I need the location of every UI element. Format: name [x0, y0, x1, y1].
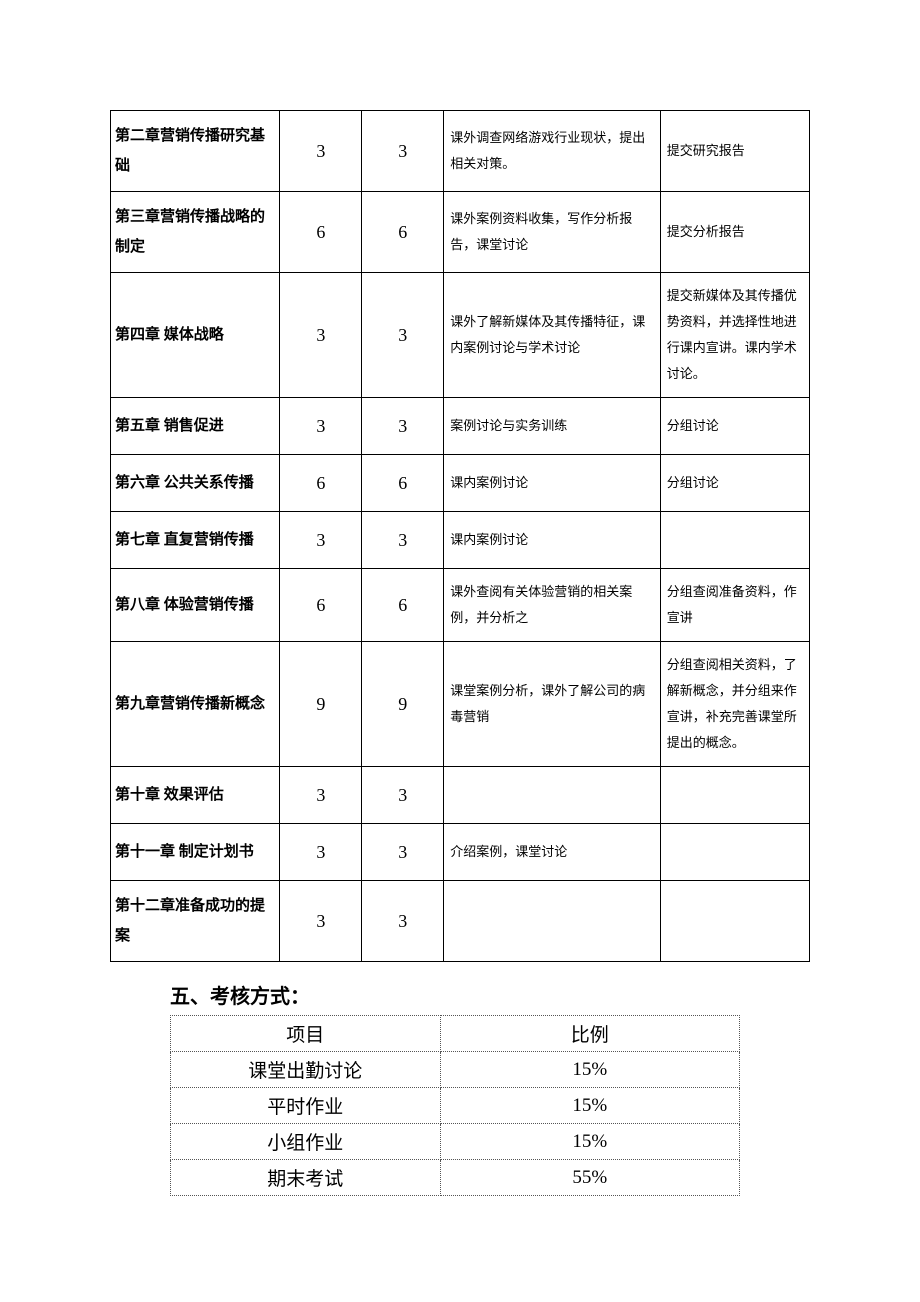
assessment-item: 小组作业 [171, 1124, 441, 1160]
chapter-hours-1: 3 [280, 767, 362, 824]
chapter-activity: 课内案例讨论 [444, 512, 661, 569]
assessment-header-item: 项目 [171, 1016, 441, 1052]
assessment-header-row: 项目 比例 [171, 1016, 740, 1052]
chapter-activity [444, 881, 661, 962]
table-row: 第二章营销传播研究基础33课外调查网络游戏行业现状，提出相关对策。提交研究报告 [111, 111, 810, 192]
chapter-title: 第三章营销传播战略的制定 [111, 192, 280, 273]
chapter-hours-2: 3 [362, 767, 444, 824]
assessment-ratio: 15% [440, 1052, 739, 1088]
chapter-deliverable [660, 767, 809, 824]
chapter-hours-2: 6 [362, 192, 444, 273]
assessment-row: 课堂出勤讨论 15% [171, 1052, 740, 1088]
assessment-ratio: 15% [440, 1088, 739, 1124]
chapter-hours-2: 6 [362, 569, 444, 642]
chapter-hours-1: 3 [280, 273, 362, 398]
chapter-deliverable [660, 881, 809, 962]
chapter-deliverable: 分组讨论 [660, 398, 809, 455]
chapter-hours-1: 6 [280, 455, 362, 512]
chapter-hours-1: 3 [280, 398, 362, 455]
assessment-ratio: 55% [440, 1160, 739, 1196]
chapter-title: 第二章营销传播研究基础 [111, 111, 280, 192]
chapter-activity: 介绍案例，课堂讨论 [444, 824, 661, 881]
chapter-hours-1: 3 [280, 512, 362, 569]
chapter-hours-2: 6 [362, 455, 444, 512]
table-row: 第八章 体验营销传播66课外查阅有关体验营销的相关案例，并分析之分组查阅准备资料… [111, 569, 810, 642]
table-row: 第十章 效果评估33 [111, 767, 810, 824]
document-page: 第二章营销传播研究基础33课外调查网络游戏行业现状，提出相关对策。提交研究报告第… [0, 0, 920, 1256]
assessment-item: 平时作业 [171, 1088, 441, 1124]
chapter-title: 第八章 体验营销传播 [111, 569, 280, 642]
assessment-item: 课堂出勤讨论 [171, 1052, 441, 1088]
chapter-hours-2: 3 [362, 512, 444, 569]
chapter-hours-2: 3 [362, 111, 444, 192]
chapter-deliverable [660, 824, 809, 881]
chapter-hours-2: 3 [362, 881, 444, 962]
table-row: 第十一章 制定计划书33介绍案例，课堂讨论 [111, 824, 810, 881]
table-row: 第十二章准备成功的提案33 [111, 881, 810, 962]
chapter-hours-1: 3 [280, 824, 362, 881]
assessment-ratio: 15% [440, 1124, 739, 1160]
assessment-table: 项目 比例 课堂出勤讨论 15% 平时作业 15% 小组作业 15% 期末考试 … [170, 1015, 740, 1196]
chapter-deliverable: 分组讨论 [660, 455, 809, 512]
chapter-deliverable: 提交研究报告 [660, 111, 809, 192]
chapter-title: 第十二章准备成功的提案 [111, 881, 280, 962]
chapter-activity: 课外查阅有关体验营销的相关案例，并分析之 [444, 569, 661, 642]
chapters-table: 第二章营销传播研究基础33课外调查网络游戏行业现状，提出相关对策。提交研究报告第… [110, 110, 810, 962]
chapter-hours-2: 3 [362, 273, 444, 398]
chapter-title: 第五章 销售促进 [111, 398, 280, 455]
chapter-hours-1: 9 [280, 642, 362, 767]
chapter-activity: 课堂案例分析，课外了解公司的病毒营销 [444, 642, 661, 767]
chapter-deliverable: 分组查阅准备资料，作宣讲 [660, 569, 809, 642]
chapter-deliverable: 分组查阅相关资料，了解新概念，并分组来作宣讲，补充完善课堂所提出的概念。 [660, 642, 809, 767]
chapter-title: 第四章 媒体战略 [111, 273, 280, 398]
chapter-activity: 课内案例讨论 [444, 455, 661, 512]
chapter-hours-2: 9 [362, 642, 444, 767]
chapter-hours-1: 3 [280, 111, 362, 192]
chapter-activity [444, 767, 661, 824]
chapter-activity: 课外了解新媒体及其传播特征，课内案例讨论与学术讨论 [444, 273, 661, 398]
chapter-activity: 案例讨论与实务训练 [444, 398, 661, 455]
chapter-deliverable: 提交新媒体及其传播优势资料，并选择性地进行课内宣讲。课内学术讨论。 [660, 273, 809, 398]
table-row: 第六章 公共关系传播66课内案例讨论分组讨论 [111, 455, 810, 512]
chapter-hours-1: 3 [280, 881, 362, 962]
assessment-header-ratio: 比例 [440, 1016, 739, 1052]
section-title-assessment: 五、考核方式： [170, 980, 810, 1009]
table-row: 第三章营销传播战略的制定66课外案例资料收集，写作分析报告，课堂讨论提交分析报告 [111, 192, 810, 273]
assessment-row: 期末考试 55% [171, 1160, 740, 1196]
chapter-activity: 课外案例资料收集，写作分析报告，课堂讨论 [444, 192, 661, 273]
chapter-title: 第十章 效果评估 [111, 767, 280, 824]
chapter-deliverable: 提交分析报告 [660, 192, 809, 273]
assessment-row: 小组作业 15% [171, 1124, 740, 1160]
chapter-activity: 课外调查网络游戏行业现状，提出相关对策。 [444, 111, 661, 192]
table-row: 第九章营销传播新概念99课堂案例分析，课外了解公司的病毒营销分组查阅相关资料，了… [111, 642, 810, 767]
table-row: 第四章 媒体战略33课外了解新媒体及其传播特征，课内案例讨论与学术讨论提交新媒体… [111, 273, 810, 398]
chapter-title: 第六章 公共关系传播 [111, 455, 280, 512]
chapters-tbody: 第二章营销传播研究基础33课外调查网络游戏行业现状，提出相关对策。提交研究报告第… [111, 111, 810, 962]
table-row: 第七章 直复营销传播33课内案例讨论 [111, 512, 810, 569]
chapter-title: 第七章 直复营销传播 [111, 512, 280, 569]
chapter-title: 第十一章 制定计划书 [111, 824, 280, 881]
chapter-hours-2: 3 [362, 824, 444, 881]
assessment-item: 期末考试 [171, 1160, 441, 1196]
table-row: 第五章 销售促进33案例讨论与实务训练分组讨论 [111, 398, 810, 455]
chapter-hours-2: 3 [362, 398, 444, 455]
chapter-hours-1: 6 [280, 569, 362, 642]
chapter-deliverable [660, 512, 809, 569]
assessment-row: 平时作业 15% [171, 1088, 740, 1124]
chapter-hours-1: 6 [280, 192, 362, 273]
chapter-title: 第九章营销传播新概念 [111, 642, 280, 767]
